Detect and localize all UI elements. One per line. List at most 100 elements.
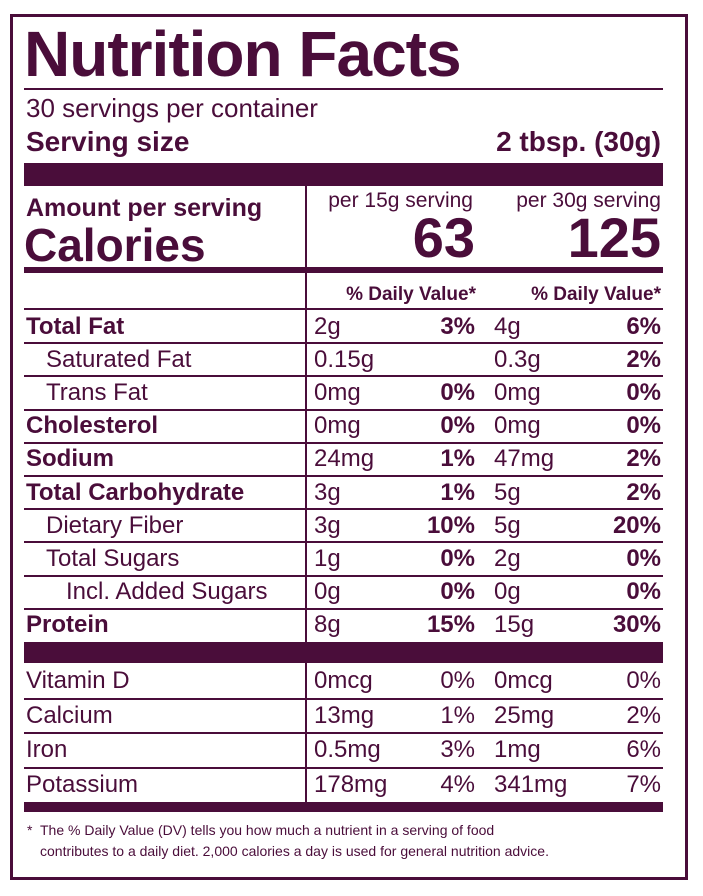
amount: 1g bbox=[314, 545, 341, 572]
servings: 30 servings per container bbox=[26, 93, 318, 123]
daily-value: 2% bbox=[626, 445, 661, 473]
amount: 15g bbox=[494, 611, 535, 639]
border bbox=[10, 14, 688, 880]
amount: 0.15g bbox=[314, 345, 375, 373]
daily-value: 2% bbox=[626, 345, 661, 373]
amount: 5g bbox=[494, 511, 521, 539]
thick-rule bbox=[24, 642, 663, 663]
daily-value: 0% bbox=[440, 667, 475, 695]
daily-value: 0% bbox=[440, 578, 475, 606]
calories-label: Calories bbox=[24, 219, 206, 271]
footnote: The % Daily Value (DV) tells you how muc… bbox=[40, 822, 495, 838]
nutrient-name: Iron bbox=[26, 736, 68, 764]
amount: 1mg bbox=[494, 736, 541, 764]
amount: 25mg bbox=[494, 701, 555, 729]
calories-value: 63 bbox=[412, 206, 475, 269]
rule bbox=[24, 508, 663, 511]
nutrient-name: Trans Fat bbox=[46, 379, 148, 406]
amount: 2g bbox=[314, 312, 341, 340]
daily-value: 7% bbox=[626, 770, 661, 798]
amount: 5g bbox=[494, 478, 521, 506]
thick-rule bbox=[24, 163, 663, 186]
daily-value: 1% bbox=[440, 701, 475, 729]
amount: 0mg bbox=[494, 379, 541, 406]
nutrient-name: Potassium bbox=[26, 770, 139, 798]
rule bbox=[24, 732, 663, 734]
footnote: contributes to a daily diet. 2,000 calor… bbox=[40, 843, 549, 859]
daily-value: 0% bbox=[626, 578, 661, 606]
amount: 2g bbox=[494, 545, 521, 572]
nutrient-name: Sodium bbox=[26, 445, 114, 473]
rule bbox=[24, 408, 663, 411]
serving-size-value: 2 tbsp. (30g) bbox=[496, 126, 661, 157]
daily-value: 6% bbox=[626, 312, 661, 340]
nutrient-name: Vitamin D bbox=[26, 667, 130, 695]
rule bbox=[24, 88, 663, 90]
calories-header: per 15g serving bbox=[328, 189, 473, 212]
amount: 0.3g bbox=[494, 345, 541, 373]
nutrient-name: Incl. Added Sugars bbox=[66, 578, 268, 606]
daily-value: 0% bbox=[440, 412, 475, 440]
amount: 4g bbox=[494, 312, 521, 340]
title: Nutrition Facts bbox=[24, 18, 462, 90]
amount: 0mcg bbox=[314, 667, 373, 695]
daily-value: 0% bbox=[440, 379, 475, 406]
rule bbox=[24, 541, 663, 544]
amount: 13mg bbox=[314, 701, 375, 729]
amount: 24mg bbox=[314, 445, 375, 473]
daily-value: 6% bbox=[626, 736, 661, 764]
footnote-star: * bbox=[27, 822, 33, 838]
nutrient-name: Saturated Fat bbox=[46, 345, 192, 373]
rule bbox=[24, 342, 663, 345]
amount: 47mg bbox=[494, 445, 555, 473]
amount: 341mg bbox=[494, 770, 568, 798]
daily-value: 30% bbox=[612, 611, 661, 639]
medium-rule bbox=[24, 267, 663, 273]
calories-value: 125 bbox=[567, 206, 661, 269]
rule bbox=[24, 375, 663, 378]
rule bbox=[24, 697, 663, 700]
nutrient-name: Calcium bbox=[26, 701, 113, 729]
calories-header: per 30g serving bbox=[516, 189, 661, 212]
rule bbox=[24, 607, 663, 610]
nutrient-name: Dietary Fiber bbox=[46, 511, 184, 539]
amount: 0mg bbox=[494, 412, 541, 440]
nutrient-name: Cholesterol bbox=[26, 412, 159, 440]
serving-size-label: Serving size bbox=[26, 126, 190, 157]
nutrient-name: Total Carbohydrate bbox=[26, 478, 245, 506]
daily-value: 0% bbox=[626, 379, 661, 406]
daily-value: 1% bbox=[440, 445, 475, 473]
rule bbox=[24, 766, 663, 769]
amount: 8g bbox=[314, 611, 341, 639]
amount: 0.5mg bbox=[314, 736, 381, 764]
daily-value: 0% bbox=[440, 545, 475, 572]
daily-value: 0% bbox=[626, 545, 661, 572]
daily-value: 15% bbox=[426, 611, 475, 639]
rule bbox=[24, 475, 663, 477]
daily-value: 2% bbox=[626, 701, 661, 729]
rule bbox=[24, 441, 663, 444]
nutrient-name: Protein bbox=[26, 611, 109, 639]
daily-value: 0% bbox=[626, 667, 661, 695]
amount: 0mg bbox=[314, 379, 361, 406]
daily-value: 10% bbox=[426, 511, 475, 539]
rule bbox=[24, 308, 663, 310]
amount: 3g bbox=[314, 511, 341, 539]
column-divider bbox=[305, 186, 307, 803]
amount-per-serving: Amount per serving bbox=[26, 194, 263, 222]
daily-value: 0% bbox=[626, 412, 661, 440]
amount: 178mg bbox=[314, 770, 388, 798]
daily-value: 2% bbox=[626, 478, 661, 506]
thick-rule bbox=[24, 802, 663, 812]
rule bbox=[24, 574, 663, 577]
daily-value: 1% bbox=[440, 478, 475, 506]
daily-value: 20% bbox=[612, 511, 661, 539]
dv-header: % Daily Value* bbox=[531, 284, 661, 305]
daily-value: 4% bbox=[440, 770, 475, 798]
daily-value: 3% bbox=[440, 736, 475, 764]
dv-header: % Daily Value* bbox=[346, 284, 476, 305]
nutrient-name: Total Fat bbox=[26, 312, 125, 340]
amount: 0mg bbox=[314, 412, 361, 440]
amount: 3g bbox=[314, 478, 341, 506]
